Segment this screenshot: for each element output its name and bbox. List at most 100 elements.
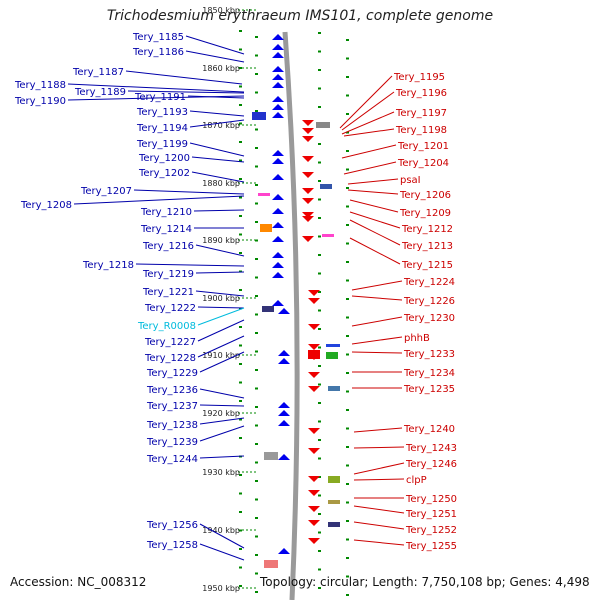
tick-mark <box>346 39 349 41</box>
reverse-gene-arrow <box>308 290 320 296</box>
forward-gene-arrow <box>272 66 284 72</box>
tick-mark <box>255 424 258 427</box>
reverse-gene-arrow <box>308 298 320 304</box>
right-gene-label: Tery_1212 <box>401 224 453 235</box>
left-leader-line <box>185 50 245 63</box>
right-leader-line <box>349 219 401 246</box>
gene-block <box>326 344 340 347</box>
scale-label: 1850 kbp <box>202 6 240 15</box>
right-leader-line <box>343 128 395 137</box>
forward-gene-arrow <box>278 410 290 416</box>
tick-mark <box>255 258 258 260</box>
right-leader-line <box>353 521 405 530</box>
tick-mark <box>239 233 242 236</box>
forward-gene-arrow <box>272 112 284 118</box>
right-gene-label: Tery_1250 <box>405 494 457 505</box>
forward-gene-arrow <box>278 350 290 356</box>
left-leader-line <box>193 209 245 212</box>
tick-mark <box>255 369 258 371</box>
left-gene-label: Tery_R0008 <box>137 321 196 332</box>
reverse-gene-arrow <box>308 324 320 330</box>
tick-mark <box>255 443 258 445</box>
left-gene-label: Tery_1237 <box>146 401 198 412</box>
forward-gene-arrow <box>278 402 290 408</box>
right-gene-label: Tery_1255 <box>405 541 457 552</box>
left-gene-label: Tery_1258 <box>146 540 198 551</box>
left-leader-line <box>199 351 245 373</box>
right-leader-line <box>349 211 401 229</box>
left-gene-label: Tery_1208 <box>20 200 72 211</box>
forward-gene-arrow <box>272 34 284 40</box>
tick-mark <box>255 36 258 38</box>
tick-mark <box>255 295 258 297</box>
left-gene-label: Tery_1222 <box>144 303 196 314</box>
gene-block <box>328 386 340 391</box>
tick-mark <box>346 131 349 134</box>
tick-mark <box>239 85 242 88</box>
reverse-gene-arrow <box>308 448 320 454</box>
left-leader-line <box>199 417 245 425</box>
tick-mark <box>346 76 349 78</box>
right-gene-label: Tery_1240 <box>403 424 455 435</box>
tick-mark <box>239 437 242 439</box>
left-leader-line <box>133 189 245 195</box>
left-gene-label: Tery_1199 <box>136 139 188 150</box>
reverse-gene-arrow <box>302 172 314 178</box>
tick-mark <box>255 535 258 538</box>
right-gene-label: Tery_1195 <box>393 72 445 83</box>
forward-gene-arrow <box>272 208 284 214</box>
tick-mark <box>255 498 258 501</box>
tick-mark <box>239 326 242 328</box>
scale-label: 1940 kbp <box>202 526 240 535</box>
left-leader-line <box>189 119 245 128</box>
left-gene-label: Tery_1189 <box>74 87 126 98</box>
tick-mark <box>318 383 321 386</box>
left-gene-label: Tery_1221 <box>142 287 194 298</box>
tick-mark <box>239 178 242 180</box>
tick-mark <box>318 106 321 108</box>
left-gene-label: Tery_1210 <box>140 207 192 218</box>
scale-label: 1860 kbp <box>202 64 240 73</box>
tick-mark <box>346 427 349 430</box>
reverse-gene-arrow <box>308 372 320 378</box>
forward-gene-arrow <box>272 52 284 58</box>
left-leader-line <box>187 95 245 99</box>
forward-gene-arrow <box>272 300 284 306</box>
reverse-gene-arrow <box>308 428 320 434</box>
right-gene-label: Tery_1246 <box>405 459 457 470</box>
tick-mark <box>239 418 242 421</box>
tick-mark <box>318 346 321 349</box>
reverse-gene-arrow <box>308 506 320 512</box>
right-gene-label: Tery_1215 <box>401 260 453 271</box>
tick-mark <box>239 67 242 69</box>
right-gene-label: Tery_1243 <box>405 443 457 454</box>
right-leader-line <box>351 351 403 354</box>
tick-mark <box>346 316 349 319</box>
gene-block <box>316 122 330 128</box>
tick-mark <box>255 517 258 519</box>
gene-block <box>308 350 320 359</box>
tick-mark <box>255 184 258 186</box>
right-leader-line <box>349 199 399 213</box>
right-leader-line <box>341 111 395 135</box>
gene-block <box>264 452 278 460</box>
right-leader-line <box>353 478 405 481</box>
tick-mark <box>239 511 242 513</box>
tick-mark <box>318 365 321 367</box>
reverse-gene-arrow <box>302 236 314 242</box>
tick-mark <box>255 461 258 464</box>
left-gene-label: Tery_1256 <box>146 520 198 531</box>
left-leader-line <box>195 244 245 257</box>
tick-mark <box>255 147 258 149</box>
tick-mark <box>318 476 321 478</box>
tick-mark <box>239 141 242 143</box>
left-leader-line <box>199 523 245 549</box>
topology-text: Topology: circular; Length: 7,750,108 bp… <box>260 575 590 589</box>
tick-mark <box>346 501 349 504</box>
tick-mark <box>239 585 242 587</box>
tick-mark <box>346 409 349 411</box>
tick-mark <box>239 548 242 550</box>
tick-mark <box>318 513 321 515</box>
left-leader-line <box>199 425 245 442</box>
